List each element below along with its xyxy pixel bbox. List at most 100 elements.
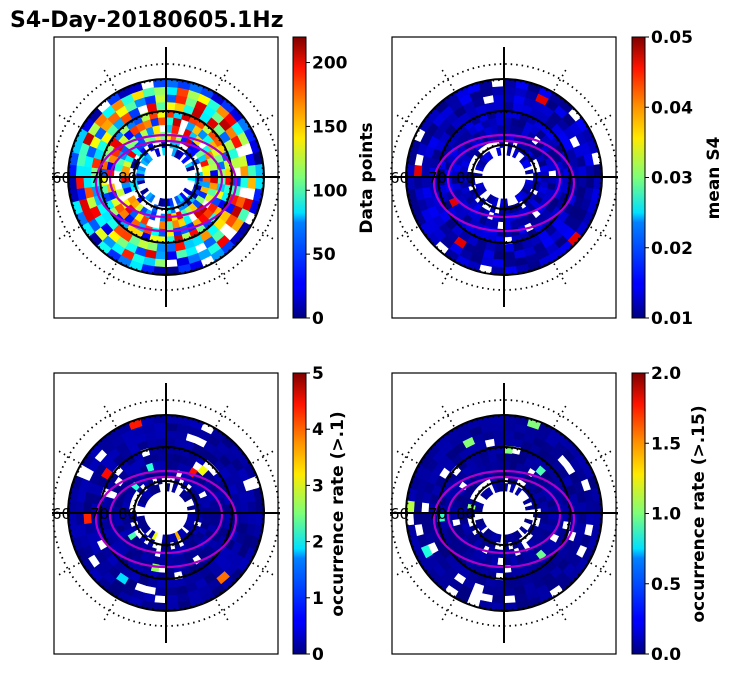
heatmap-cell	[75, 512, 85, 526]
heatmap-cell	[413, 164, 423, 178]
radial-spoke	[590, 226, 613, 241]
heatmap-cell	[493, 437, 505, 447]
lat-label: 60	[390, 505, 409, 523]
heatmap-cell	[492, 251, 505, 261]
heatmap-cell	[484, 102, 496, 113]
panel-data-points: 60 70 80 0 50 100 150 200 Data points	[52, 36, 377, 329]
heatmap-cell	[491, 422, 505, 432]
heatmap-cell	[232, 176, 242, 188]
heatmap-cell	[548, 505, 557, 514]
heatmap-cell	[165, 587, 178, 597]
radial-spoke	[102, 68, 117, 91]
lat-label: 80	[118, 169, 137, 187]
heatmap-cell	[165, 243, 177, 253]
colorbar-tick-label: 1.5	[651, 434, 681, 454]
radial-spoke	[215, 263, 230, 286]
radial-spoke	[102, 404, 117, 427]
heatmap-cell	[503, 221, 512, 230]
heatmap-cell	[240, 176, 250, 189]
heatmap-cell	[585, 512, 595, 526]
radial-spoke	[440, 68, 455, 91]
radial-spoke	[553, 68, 568, 91]
heatmap-cell	[503, 579, 515, 589]
heatmap-cell	[139, 187, 149, 196]
lat-label: 70	[428, 169, 447, 187]
radial-spoke	[553, 263, 568, 286]
panel-occurrence-01: 60 70 80 0 1 2 3 4 5 occurrence rate (>.1)	[52, 364, 348, 665]
heatmap-cell	[491, 594, 505, 604]
lat-label: 70	[428, 505, 447, 523]
heatmap-cell	[495, 116, 505, 126]
heatmap-cell	[475, 518, 485, 525]
heatmap-cell	[185, 165, 195, 172]
heatmap-cell	[155, 579, 167, 589]
heatmap-cell	[578, 176, 588, 189]
colorbar-ticks: 0.01 0.02 0.03 0.04 0.05	[645, 28, 693, 329]
radial-spoke	[590, 562, 613, 577]
radial-spoke	[57, 113, 80, 128]
heatmap-cell	[485, 486, 494, 496]
colorbar	[631, 372, 646, 655]
heatmap-cell	[413, 512, 423, 526]
heatmap-cell	[165, 422, 179, 432]
heatmap-cell	[75, 500, 85, 514]
colorbar-tick-label: 5	[312, 364, 324, 384]
heatmap-cell	[503, 251, 516, 261]
colorbar-tick-label: 0	[312, 645, 324, 665]
heatmap-cell	[578, 501, 588, 514]
heatmap-cell	[496, 124, 505, 133]
colorbar-tick-label: 2	[312, 533, 324, 553]
heatmap-cell	[496, 460, 505, 469]
heatmap-cell	[492, 93, 505, 103]
heatmap-cell	[522, 161, 532, 169]
heatmap-cell	[172, 563, 182, 573]
radial-spoke	[553, 599, 568, 622]
heatmap-cell	[247, 500, 257, 514]
heatmap-cell	[165, 437, 177, 447]
heatmap-cell	[493, 243, 505, 253]
heatmap-cell	[503, 93, 516, 103]
heatmap-cell	[75, 164, 85, 178]
colorbar	[292, 372, 307, 655]
heatmap-cell	[503, 116, 513, 126]
heatmap-cell	[210, 169, 219, 178]
radial-spoke	[252, 226, 275, 241]
heatmap-cell	[210, 505, 219, 514]
radial-spoke	[57, 562, 80, 577]
heatmap-cell	[153, 422, 167, 432]
colorbar	[292, 36, 307, 319]
heatmap-cell	[503, 243, 515, 253]
heatmap-cell	[503, 258, 517, 268]
heatmap-cell	[503, 86, 517, 96]
heatmap-cell	[155, 437, 167, 447]
heatmap-cell	[158, 221, 167, 230]
heatmap-cell	[158, 460, 167, 469]
radial-spoke	[215, 68, 230, 91]
heatmap-cell	[240, 165, 250, 178]
heatmap-cell	[75, 176, 85, 190]
radial-spoke	[57, 226, 80, 241]
radial-spoke	[553, 404, 568, 427]
lat-label: 80	[118, 505, 137, 523]
heatmap-cell	[154, 251, 167, 261]
radial-spoke	[57, 449, 80, 464]
polar-grid: 60 70 80	[390, 47, 618, 307]
colorbar-tick-label: 0.5	[651, 575, 681, 595]
polar-grid: 60 70 80	[52, 47, 280, 307]
lat-label: 70	[90, 505, 109, 523]
heatmap-cell	[413, 176, 423, 190]
lat-label: 60	[52, 169, 71, 187]
heatmap-cell	[491, 258, 505, 268]
panel-occurrence-015: 60 70 80 0.0 0.5 1.0 1.5 2.0 occurrence rate (…	[390, 364, 709, 665]
lat-label: 80	[456, 169, 475, 187]
colorbar-tick-label: 200	[312, 54, 348, 74]
colorbar-tick-label: 0.02	[651, 239, 693, 259]
lat-label: 70	[90, 169, 109, 187]
heatmap-cell	[157, 116, 167, 126]
heatmap-cell	[165, 101, 177, 111]
heatmap-cell	[503, 587, 516, 597]
colorbar-tick-label: 2.0	[651, 364, 681, 384]
colorbar-label: Data points	[357, 122, 377, 233]
colorbar-tick-label: 1	[312, 589, 324, 609]
heatmap-cell	[492, 587, 505, 597]
